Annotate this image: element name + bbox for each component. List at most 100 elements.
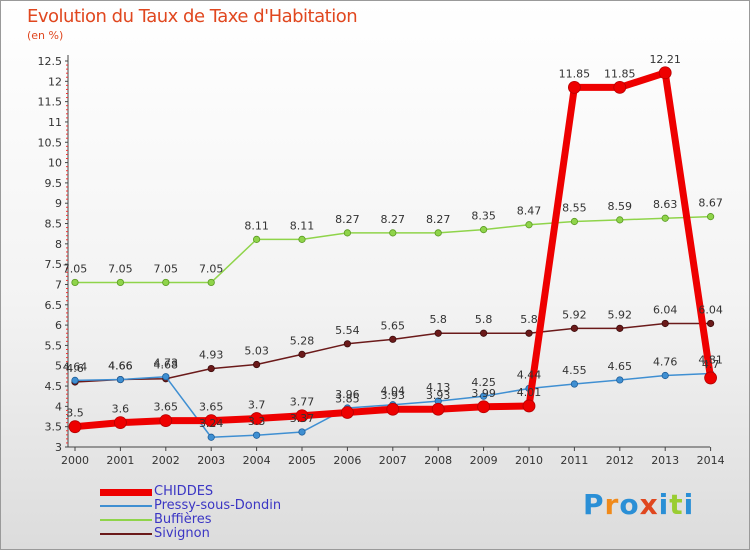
data-label: 8.27 [335, 213, 360, 226]
y-tick-label: 8.5 [45, 218, 63, 231]
legend-label: CHIDDES [154, 484, 214, 499]
data-label: 8.59 [608, 200, 633, 213]
legend-swatch [100, 505, 152, 507]
data-point [386, 402, 400, 416]
data-label: 3.7 [248, 399, 266, 412]
data-label: 4.01 [517, 386, 542, 399]
data-point [706, 319, 715, 328]
data-point [525, 329, 533, 337]
data-label: 4.64 [63, 360, 88, 373]
data-point [253, 431, 261, 439]
y-tick-label: 10.5 [38, 136, 63, 149]
y-tick-label: 3.5 [45, 421, 63, 434]
data-point [389, 335, 397, 343]
data-label: 12.21 [649, 53, 681, 66]
data-label: 11.85 [604, 67, 636, 80]
data-point [479, 392, 488, 400]
legend-item: Sivignon [100, 526, 320, 541]
y-tick-label: 8 [55, 238, 62, 251]
data-point [343, 340, 351, 348]
logo-letter: x [639, 488, 659, 521]
y-tick-label: 6 [55, 319, 62, 332]
data-point [616, 376, 624, 384]
legend-label: Sivignon [154, 526, 210, 541]
logo-letter: t [669, 488, 684, 521]
data-label: 7.05 [63, 262, 88, 275]
data-point [162, 373, 170, 381]
data-label: 3.96 [335, 388, 360, 401]
proxiti-logo: Proxiti [583, 488, 694, 521]
data-label: 4.6 [66, 362, 84, 375]
data-label: 3.5 [66, 407, 84, 420]
data-point [706, 213, 715, 221]
x-tick-label: 2004 [243, 454, 271, 467]
data-label: 5.8 [475, 313, 493, 326]
y-tick-label: 9.5 [45, 177, 63, 190]
y-tick-label: 5 [55, 360, 62, 373]
x-tick-label: 2003 [197, 454, 225, 467]
data-point [613, 81, 627, 94]
data-label: 3.37 [290, 412, 315, 425]
data-label: 4.66 [108, 360, 133, 373]
data-point [298, 428, 306, 436]
data-label: 5.28 [290, 334, 315, 347]
data-label: 8.35 [471, 210, 496, 223]
data-point [116, 278, 125, 287]
logo-letter: P [583, 488, 605, 521]
data-point [253, 235, 261, 243]
data-label: 3.24 [199, 417, 224, 430]
x-tick-label: 2008 [424, 454, 452, 467]
data-label: 3.99 [471, 387, 496, 400]
data-label: 3.65 [199, 401, 224, 414]
legend-swatch [100, 519, 152, 521]
legend-item: Buffières [100, 512, 320, 527]
y-tick-label: 7 [55, 278, 62, 291]
legend-swatch [100, 533, 152, 535]
data-label: 5.65 [381, 319, 406, 332]
data-point [114, 416, 127, 430]
y-tick-label: 4.5 [45, 380, 63, 393]
data-point [68, 420, 82, 434]
x-tick-label: 2014 [697, 454, 725, 467]
data-label: 4.13 [426, 381, 451, 394]
data-point [479, 226, 488, 234]
data-point [207, 433, 215, 441]
data-point [207, 278, 215, 287]
data-label: 3.3 [248, 415, 266, 428]
data-point [661, 214, 669, 222]
chart-title: Evolution du Taux de Taxe d'Habitation [27, 6, 358, 27]
data-label: 8.27 [381, 213, 406, 226]
data-point [570, 324, 579, 332]
x-tick-label: 2005 [288, 454, 316, 467]
data-point [525, 221, 533, 229]
data-label: 7.05 [108, 262, 133, 275]
data-label: 7.05 [154, 262, 179, 275]
x-tick-label: 2006 [333, 454, 361, 467]
data-point [207, 364, 215, 373]
data-point [661, 319, 669, 328]
y-tick-label: 6.5 [45, 299, 63, 312]
data-label: 7.05 [199, 262, 224, 275]
data-label: 4.44 [517, 368, 542, 381]
logo-letter: o [619, 488, 640, 521]
data-point [522, 399, 536, 413]
data-label: 5.92 [608, 308, 633, 321]
data-label: 4.65 [608, 360, 633, 373]
data-point [704, 371, 717, 385]
data-point [570, 380, 579, 388]
x-tick-label: 2009 [470, 454, 498, 467]
legend-label: Pressy-sous-Dondin [154, 498, 282, 513]
data-point [71, 278, 79, 287]
x-tick-label: 2012 [606, 454, 634, 467]
y-tick-label: 7.5 [45, 258, 63, 271]
data-label: 3.65 [154, 401, 179, 414]
x-tick-label: 2000 [61, 454, 89, 467]
data-label: 8.27 [426, 213, 451, 226]
data-label: 4.7 [702, 358, 720, 371]
data-label: 5.8 [520, 313, 538, 326]
data-point [204, 414, 218, 427]
data-point [434, 329, 442, 337]
series-line-chiddes [74, 69, 715, 431]
data-label: 4.66 [108, 360, 133, 373]
data-label: 6.04 [698, 303, 723, 316]
